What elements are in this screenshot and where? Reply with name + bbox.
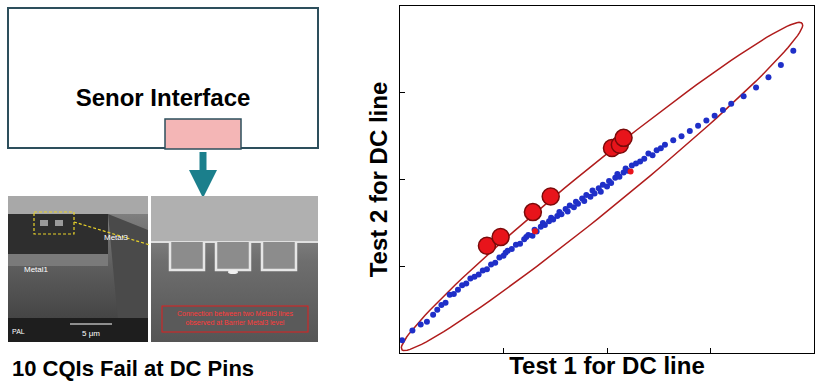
svg-text:Senor Interface: Senor Interface — [76, 84, 251, 111]
svg-text:Metal3: Metal3 — [104, 233, 129, 242]
svg-text:Metal1: Metal1 — [24, 265, 49, 274]
svg-text:PAL: PAL — [12, 328, 25, 335]
svg-text:Test 1 for DC line: Test 1 for DC line — [509, 352, 705, 379]
svg-text:Test 2 for DC line: Test 2 for DC line — [365, 82, 392, 278]
svg-text:5 μm: 5 μm — [82, 329, 100, 338]
svg-text:10 CQIs Fail at DC Pins: 10 CQIs Fail at DC Pins — [12, 356, 254, 381]
svg-text:Connection between two Metal3: Connection between two Metal3 linesobser… — [177, 310, 293, 326]
